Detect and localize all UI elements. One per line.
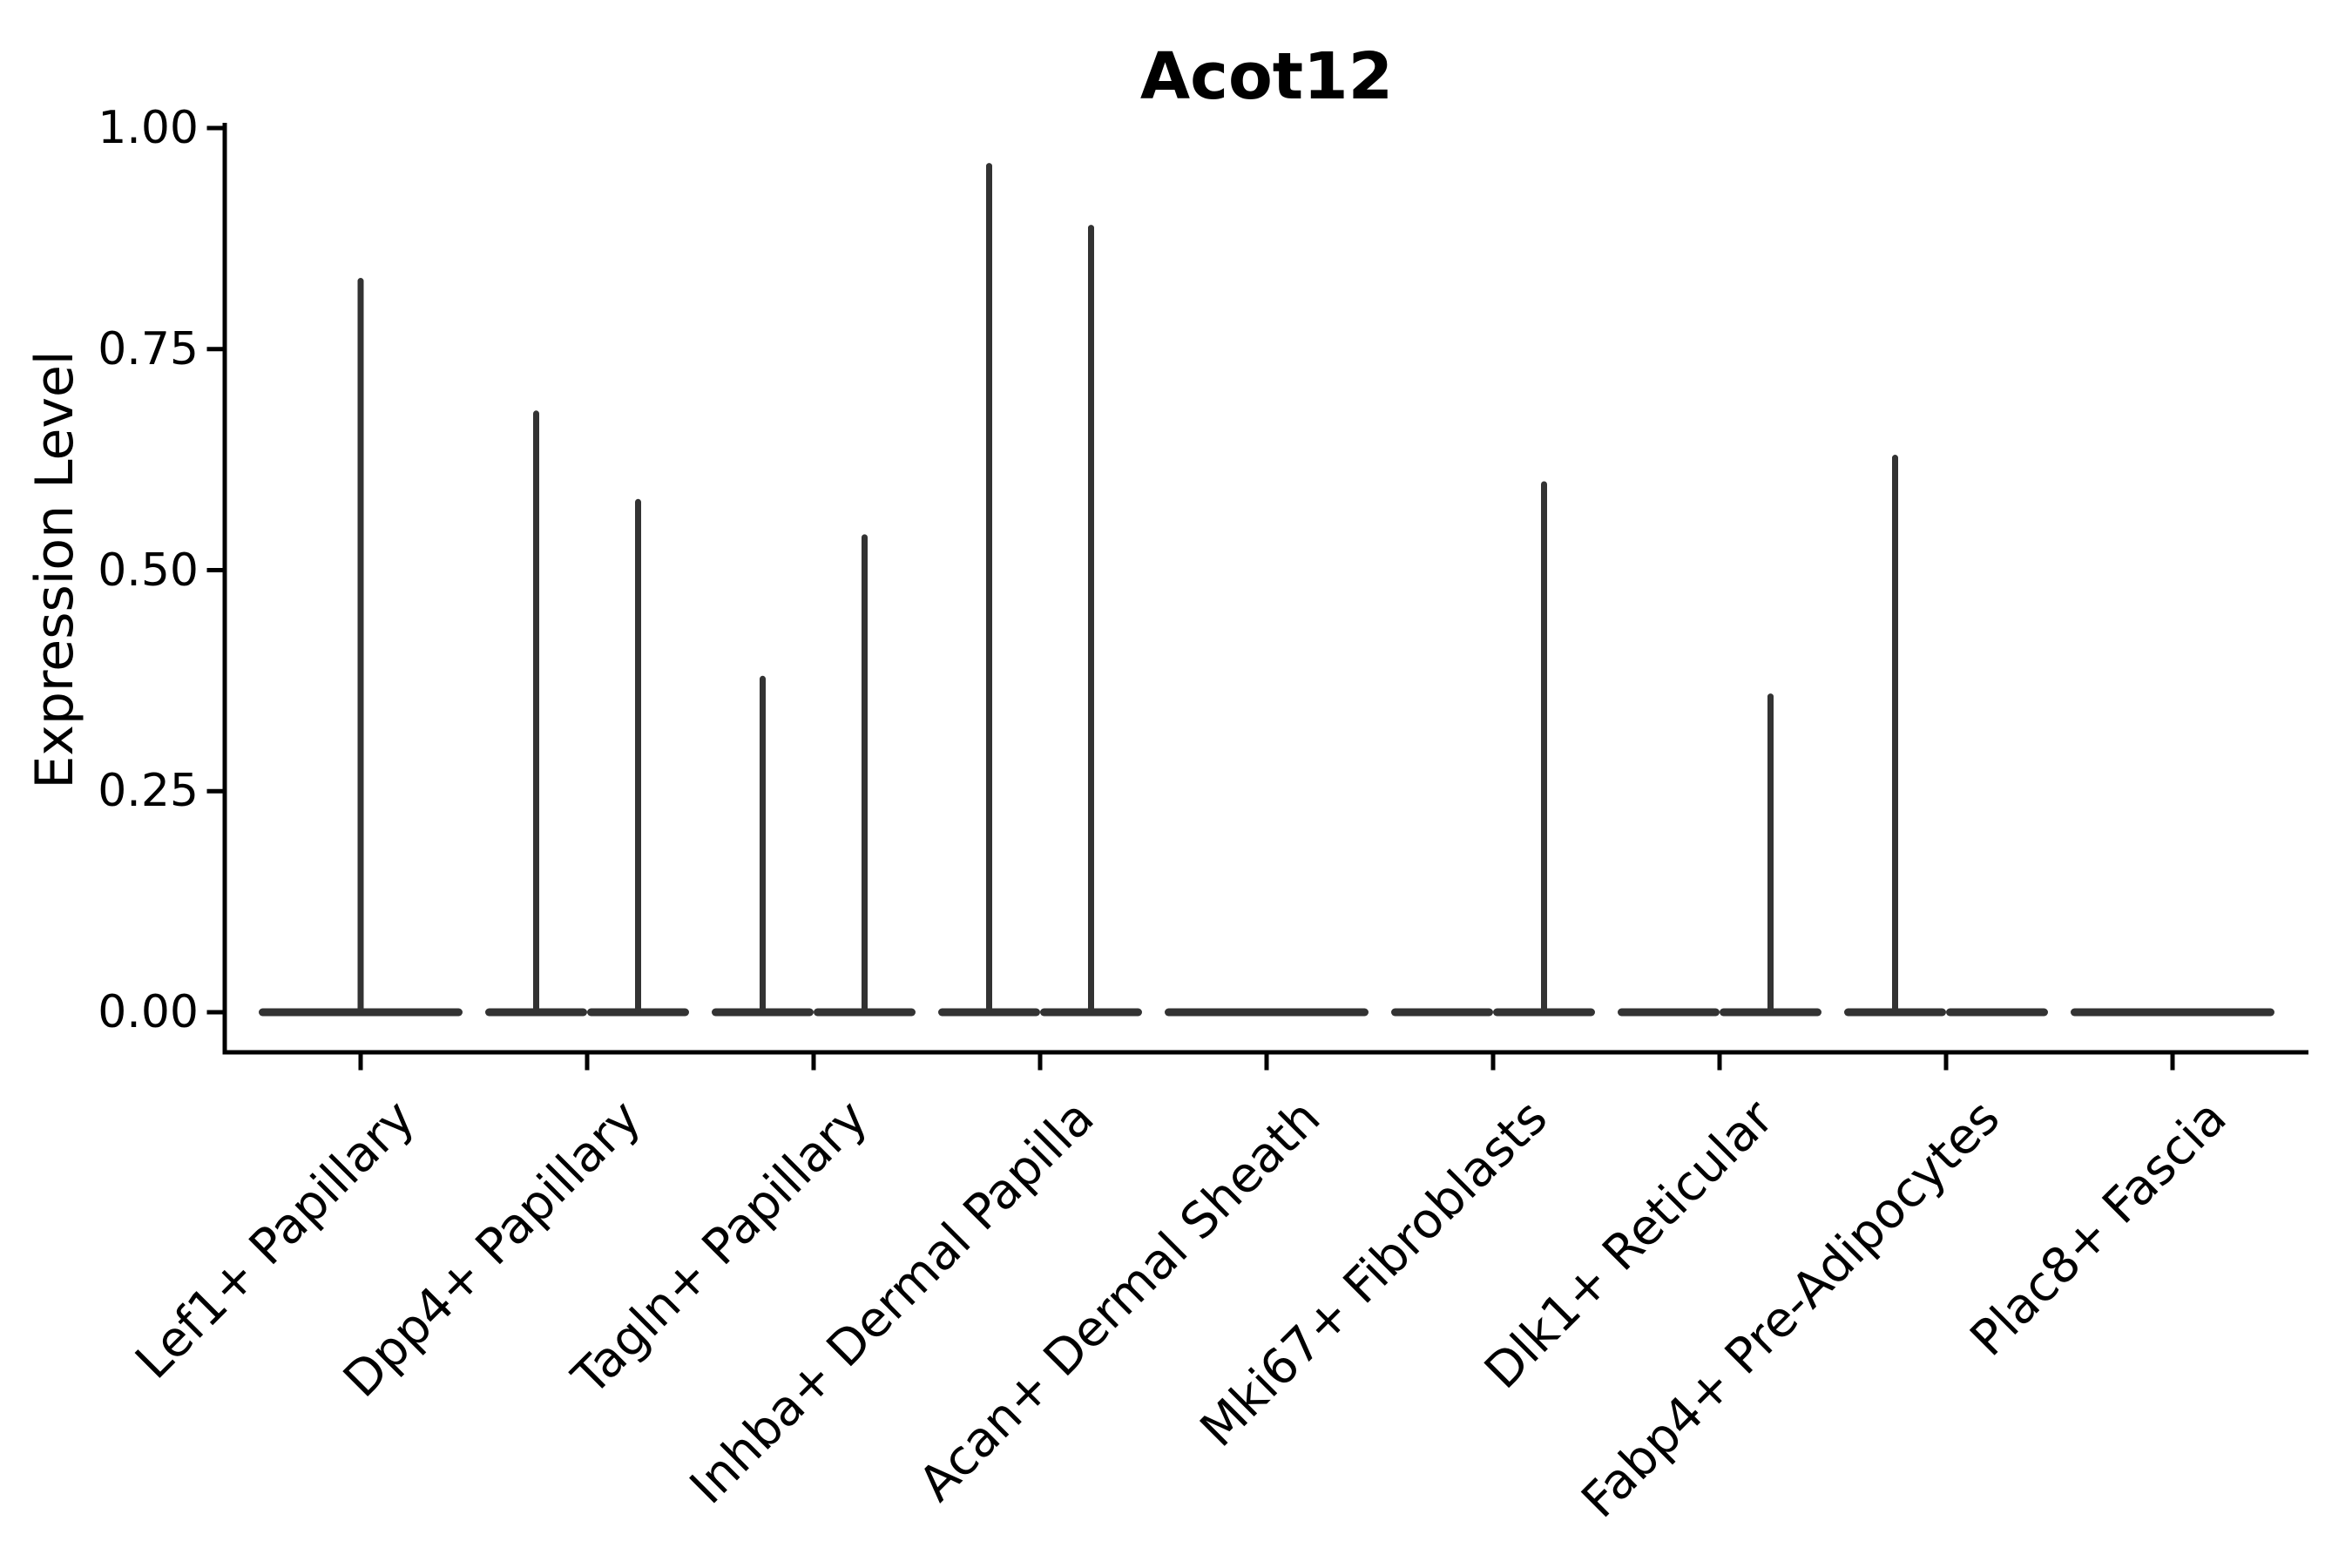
y-tick-mark (206, 1010, 223, 1015)
y-tick-label: 0.50 (98, 544, 199, 597)
x-tick-mark (358, 1054, 363, 1071)
y-tick-label: 0.75 (98, 322, 199, 375)
x-tick-mark (1717, 1054, 1722, 1071)
y-tick-mark (206, 788, 223, 794)
x-tick-mark (585, 1054, 590, 1071)
y-tick-mark (206, 568, 223, 572)
x-tick-mark (2170, 1054, 2175, 1071)
x-tick-mark (1037, 1054, 1043, 1071)
violin-base (2071, 1008, 2274, 1017)
y-tick-mark (206, 125, 223, 131)
violin-base (1618, 1008, 1720, 1017)
x-tick-mark (1490, 1054, 1496, 1071)
y-tick-label: 1.00 (98, 102, 199, 154)
y-tick-label: 0.25 (98, 765, 199, 818)
y-tick-mark (206, 347, 223, 352)
x-axis-spine (222, 1050, 2308, 1055)
x-tick-mark (1264, 1054, 1269, 1071)
violin-base (1165, 1008, 1369, 1017)
y-tick-label: 0.00 (98, 986, 199, 1038)
y-axis-spine (222, 123, 227, 1055)
x-tick-mark (1943, 1054, 1949, 1071)
violin-base (1946, 1008, 2048, 1017)
violin-base (1391, 1008, 1493, 1017)
x-tick-mark (811, 1054, 816, 1071)
chart-title: Acot12 (1139, 39, 1394, 114)
